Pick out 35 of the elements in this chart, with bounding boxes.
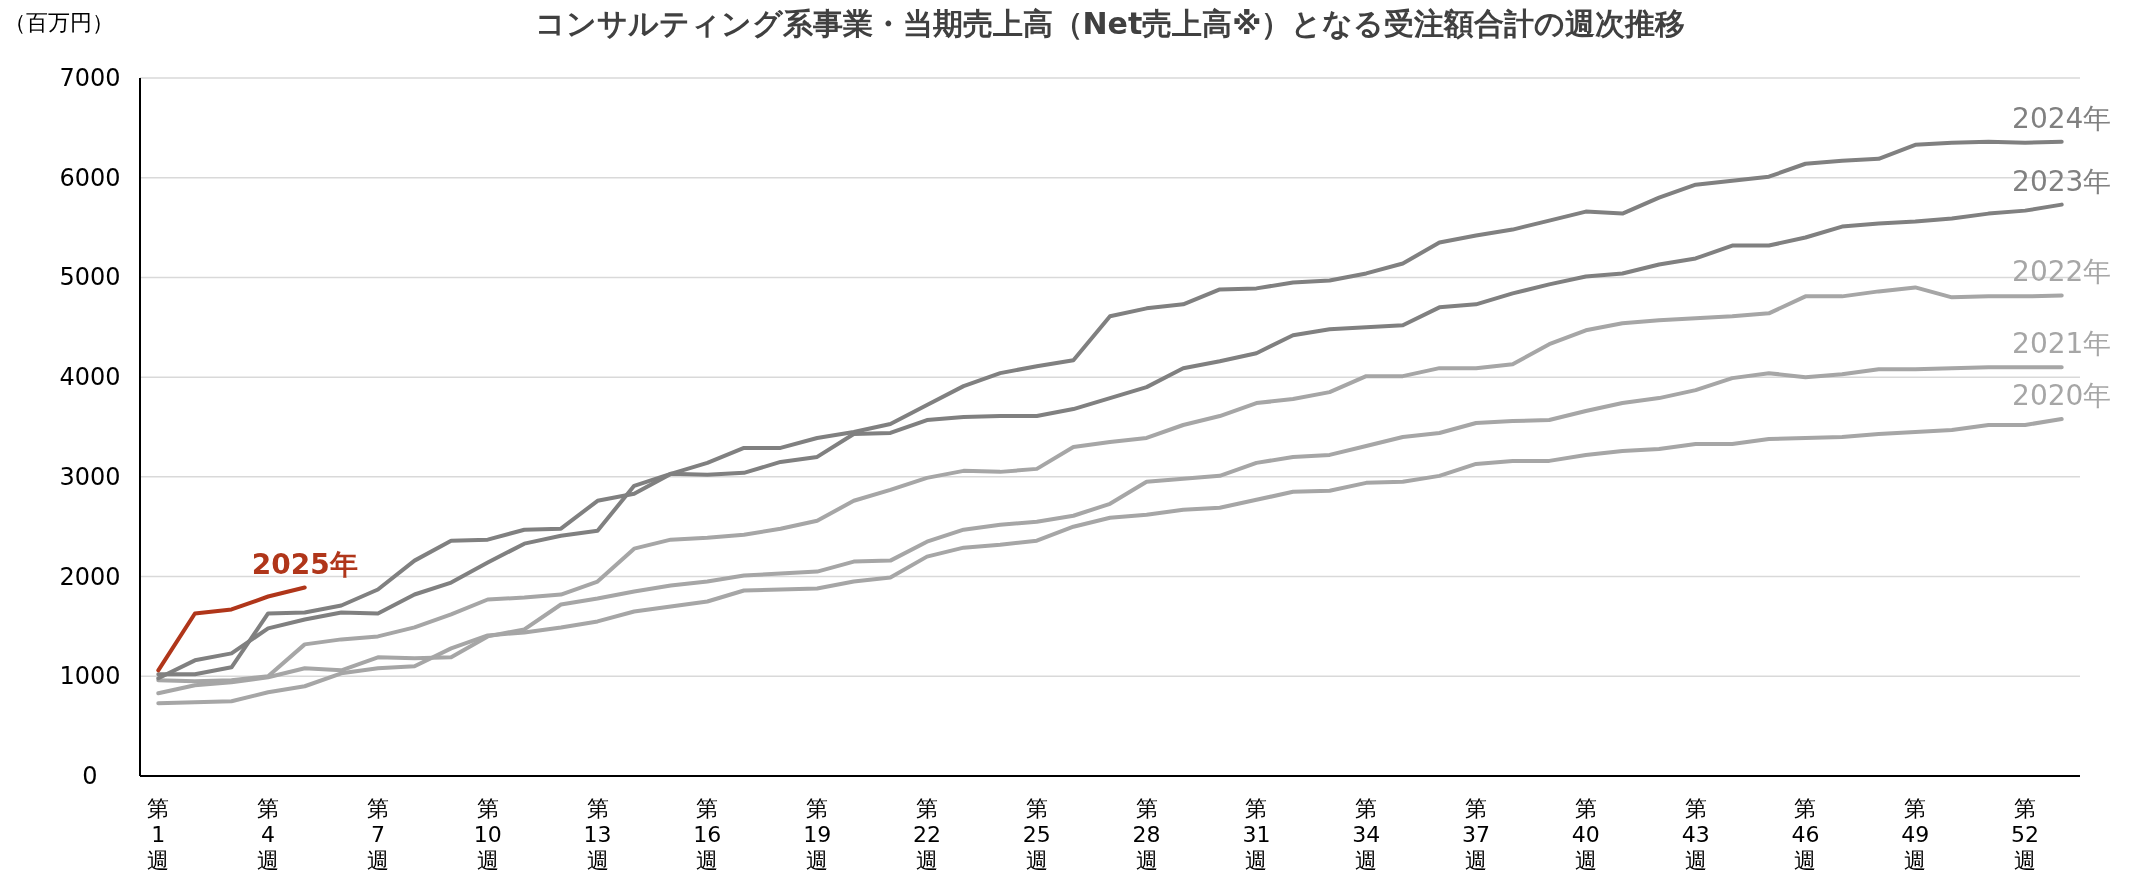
x-tick-label: 第34週	[1352, 796, 1381, 873]
x-tick-label: 第37週	[1462, 796, 1491, 873]
y-tick-label: 1000	[59, 662, 121, 691]
x-tick-label: 第46週	[1791, 796, 1820, 873]
x-tick-label: 第16週	[693, 796, 722, 873]
x-tick-label: 第4週	[257, 796, 280, 873]
x-tick-label: 第25週	[1022, 796, 1051, 873]
chart-title: コンサルティング系事業・当期売上高（Net売上高※）となる受注額合計の週次推移	[534, 6, 1686, 41]
x-tick-label: 第10週	[473, 796, 502, 873]
y-axis-title: （百万円）	[4, 10, 114, 35]
y-tick-label: 2000	[59, 562, 121, 591]
y-tick-label: 3000	[59, 462, 121, 491]
x-tick-label: 第40週	[1571, 796, 1600, 873]
y-tick-label: 5000	[59, 263, 121, 292]
series-label: 2022年	[2012, 255, 2112, 289]
x-tick-label: 第52週	[2011, 796, 2040, 873]
x-tick-label: 第43週	[1681, 796, 1710, 873]
line-series	[156, 585, 307, 673]
x-tick-label: 第19週	[803, 796, 832, 873]
x-tick-label: 第28週	[1132, 796, 1161, 873]
series-label: 2024年	[2012, 101, 2112, 135]
series-label: 2025年	[251, 547, 358, 581]
y-tick-label: 0	[82, 762, 98, 790]
x-tick-label: 第31週	[1242, 796, 1271, 873]
y-tick-label: 4000	[59, 363, 121, 392]
x-tick-label: 第13週	[583, 796, 612, 873]
y-tick-label: 6000	[59, 163, 121, 192]
series-label: 2021年	[2012, 327, 2112, 361]
x-tick-label: 第1週	[147, 796, 170, 873]
y-tick-label: 7000	[59, 64, 121, 92]
x-tick-label: 第7週	[366, 796, 389, 873]
x-tick-label: 第49週	[1901, 796, 1930, 873]
x-tick-label: 第22週	[912, 796, 941, 873]
series-label: 2023年	[2012, 164, 2112, 198]
series-label: 2020年	[2012, 379, 2112, 413]
